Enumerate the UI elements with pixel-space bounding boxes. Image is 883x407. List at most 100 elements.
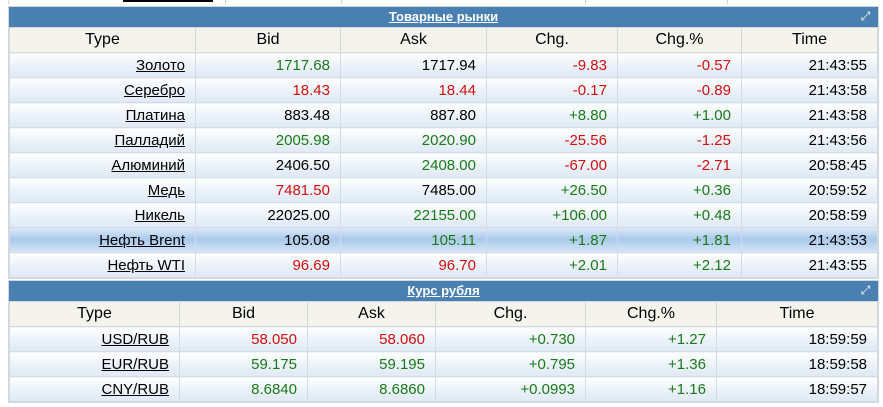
table-row[interactable]: Нефть Brent 105.08 105.11 +1.87 +1.81 21:43:5… [9, 227, 878, 253]
chg-cell: +106.00 [486, 202, 618, 228]
col-header-time[interactable]: Time [716, 301, 878, 327]
rub-table: Type Bid Ask Chg. Chg.% Time USD/RUB 58.0… [9, 301, 878, 402]
col-header-bid[interactable]: Bid [179, 301, 308, 327]
table-row[interactable]: Никель 22025.00 22155.00 +106.00 +0.48 20:58:… [9, 202, 878, 228]
instrument-link[interactable]: Нефть WTI [107, 256, 185, 274]
bid-cell: 8.6840 [179, 376, 308, 402]
instrument-cell: Медь [9, 177, 196, 203]
chg-cell: +26.50 [486, 177, 618, 203]
header-row: Type Bid Ask Chg. Chg.% Time [9, 301, 878, 327]
bid-cell: 59.175 [179, 351, 308, 377]
time-cell: 21:43:55 [741, 52, 878, 78]
instrument-cell: EUR/RUB [9, 351, 180, 377]
ask-cell: 1717.94 [340, 52, 487, 78]
instrument-cell: USD/RUB [9, 326, 180, 352]
ask-cell: 58.060 [307, 326, 436, 352]
bid-cell: 18.43 [195, 77, 341, 103]
instrument-link[interactable]: Палладий [114, 131, 185, 149]
chg-pct-cell: -1.25 [617, 127, 742, 153]
chg-cell: +2.01 [486, 252, 618, 278]
col-header-chg-pct[interactable]: Chg.% [585, 301, 717, 327]
instrument-cell: Никель [9, 202, 196, 228]
chg-cell: -0.17 [486, 77, 618, 103]
rub-panel: Курс рубля ⤢ Type Bid Ask Chg. Chg.% Tim… [8, 280, 879, 403]
instrument-link[interactable]: USD/RUB [101, 330, 169, 348]
commodities-panel: Товарные рынки ⤢ Type Bid Ask Chg. Chg.%… [8, 6, 879, 279]
instrument-link[interactable]: Никель [134, 206, 185, 224]
time-cell: 18:59:59 [716, 326, 878, 352]
time-cell: 20:58:45 [741, 152, 878, 178]
ask-cell: 59.195 [307, 351, 436, 377]
bid-cell: 2406.50 [195, 152, 341, 178]
chg-cell: -9.83 [486, 52, 618, 78]
table-row[interactable]: Платина 883.48 887.80 +8.80 +1.00 21:43:58 [9, 102, 878, 128]
commodities-title-link[interactable]: Товарные рынки [388, 9, 499, 24]
instrument-cell: Платина [9, 102, 196, 128]
ask-cell: 105.11 [340, 227, 487, 253]
col-header-chg-pct[interactable]: Chg.% [617, 27, 742, 53]
top-strip-divider [341, 0, 342, 4]
instrument-link[interactable]: Алюминий [111, 156, 185, 174]
expand-icon[interactable]: ⤢ [860, 9, 871, 23]
instrument-cell: Нефть Brent [9, 227, 196, 253]
chg-pct-cell: +1.16 [585, 376, 717, 402]
top-strip-divider [585, 0, 586, 4]
chg-cell: +8.80 [486, 102, 618, 128]
instrument-link[interactable]: Медь [147, 181, 185, 199]
top-strip-divider [727, 0, 728, 4]
instrument-link[interactable]: Золото [135, 56, 185, 74]
chg-pct-cell: +0.36 [617, 177, 742, 203]
time-cell: 21:43:53 [741, 227, 878, 253]
table-row[interactable]: Алюминий 2406.50 2408.00 -67.00 -2.71 20:58:4… [9, 152, 878, 178]
chg-cell: -67.00 [486, 152, 618, 178]
top-link-underline [123, 0, 213, 2]
table-row[interactable]: EUR/RUB 59.175 59.195 +0.795 +1.36 18:59:58 [9, 351, 878, 377]
time-cell: 20:59:52 [741, 177, 878, 203]
instrument-link[interactable]: Серебро [124, 81, 185, 99]
col-header-type[interactable]: Type [9, 27, 196, 53]
table-row[interactable]: USD/RUB 58.050 58.060 +0.730 +1.27 18:59:59 [9, 326, 878, 352]
col-header-ask[interactable]: Ask [307, 301, 436, 327]
table-row[interactable]: Золото 1717.68 1717.94 -9.83 -0.57 21:43:55 [9, 52, 878, 78]
time-cell: 21:43:56 [741, 127, 878, 153]
chg-cell: +1.87 [486, 227, 618, 253]
table-row[interactable]: Серебро 18.43 18.44 -0.17 -0.89 21:43:58 [9, 77, 878, 103]
table-row[interactable]: Нефть WTI 96.69 96.70 +2.01 +2.12 21:43:55 [9, 252, 878, 278]
col-header-ask[interactable]: Ask [340, 27, 487, 53]
bid-cell: 58.050 [179, 326, 308, 352]
instrument-link[interactable]: EUR/RUB [101, 355, 169, 373]
col-header-time[interactable]: Time [741, 27, 878, 53]
commodities-table: Type Bid Ask Chg. Chg.% Time Золото 1717.… [9, 27, 878, 278]
table-row[interactable]: Медь 7481.50 7485.00 +26.50 +0.36 20:59:52 [9, 177, 878, 203]
ask-cell: 2020.90 [340, 127, 487, 153]
instrument-link[interactable]: Платина [125, 106, 185, 124]
ask-cell: 2408.00 [340, 152, 487, 178]
col-header-chg[interactable]: Chg. [486, 27, 618, 53]
time-cell: 18:59:57 [716, 376, 878, 402]
chg-pct-cell: +1.36 [585, 351, 717, 377]
time-cell: 21:43:58 [741, 77, 878, 103]
rub-title-link[interactable]: Курс рубля [407, 283, 480, 298]
chg-pct-cell: +2.12 [617, 252, 742, 278]
table-row[interactable]: CNY/RUB 8.6840 8.6860 +0.0993 +1.16 18:59:57 [9, 376, 878, 402]
chg-pct-cell: -0.57 [617, 52, 742, 78]
time-cell: 21:43:55 [741, 252, 878, 278]
table-row[interactable]: Палладий 2005.98 2020.90 -25.56 -1.25 21:43:5… [9, 127, 878, 153]
chg-pct-cell: +1.81 [617, 227, 742, 253]
instrument-cell: Алюминий [9, 152, 196, 178]
ask-cell: 22155.00 [340, 202, 487, 228]
top-strip-divider [225, 0, 226, 4]
col-header-type[interactable]: Type [9, 301, 180, 327]
instrument-link[interactable]: CNY/RUB [101, 380, 169, 398]
col-header-bid[interactable]: Bid [195, 27, 341, 53]
col-header-chg[interactable]: Chg. [435, 301, 586, 327]
chg-cell: +0.730 [435, 326, 586, 352]
chg-pct-cell: -2.71 [617, 152, 742, 178]
bid-cell: 883.48 [195, 102, 341, 128]
commodities-title-bar: Товарные рынки ⤢ [9, 7, 878, 27]
instrument-link[interactable]: Нефть Brent [99, 231, 185, 249]
bid-cell: 7481.50 [195, 177, 341, 203]
instrument-cell: Нефть WTI [9, 252, 196, 278]
instrument-cell: CNY/RUB [9, 376, 180, 402]
expand-icon[interactable]: ⤢ [860, 283, 871, 297]
